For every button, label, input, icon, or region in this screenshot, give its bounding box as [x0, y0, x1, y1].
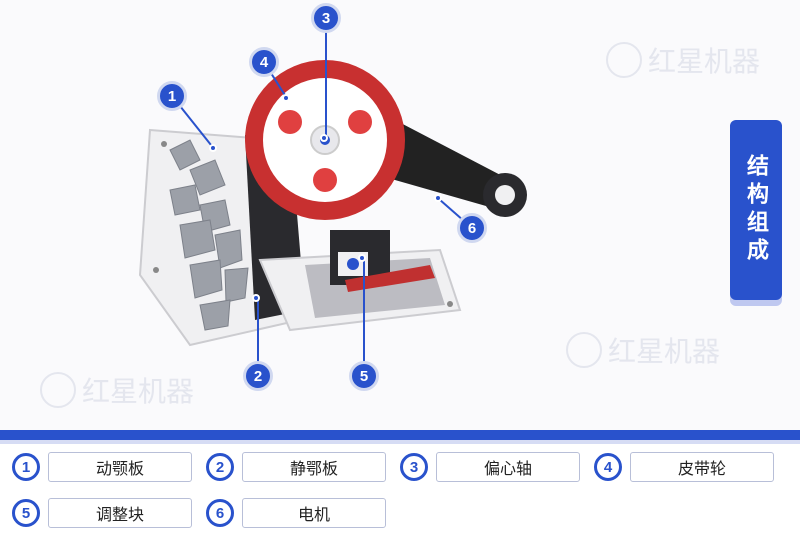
legend-item-6: 6 电机	[206, 496, 386, 530]
callout-number-1: 1	[157, 81, 187, 111]
callout-number-6: 6	[457, 213, 487, 243]
legend-item-1: 1 动颚板	[12, 450, 192, 484]
callout-number-2: 2	[243, 361, 273, 391]
callout-dot	[252, 294, 260, 302]
legend-label: 偏心轴	[436, 452, 580, 482]
watermark-star-icon	[566, 332, 602, 368]
legend-label: 电机	[242, 498, 386, 528]
diagram-area: 红星机器 红星机器	[0, 0, 800, 430]
stripe-navy	[0, 430, 800, 440]
title-box: 结构组成	[730, 120, 782, 300]
watermark-star-icon	[606, 42, 642, 78]
legend-number: 4	[594, 453, 622, 481]
callout-dot	[209, 144, 217, 152]
legend-number: 6	[206, 499, 234, 527]
callout-number-4: 4	[249, 47, 279, 77]
watermark-star-icon	[40, 372, 76, 408]
legend-label: 动颚板	[48, 452, 192, 482]
legend-row: 1 动颚板 2 静鄂板 3 偏心轴 4 皮带轮 5 调整块 6 电机	[0, 444, 800, 536]
callout-number-3: 3	[311, 3, 341, 33]
legend-item-4: 4 皮带轮	[594, 450, 774, 484]
callout-line	[363, 260, 365, 376]
callout-dot	[282, 94, 290, 102]
legend-number: 3	[400, 453, 428, 481]
callout-dot	[434, 194, 442, 202]
legend-label: 皮带轮	[630, 452, 774, 482]
legend-item-2: 2 静鄂板	[206, 450, 386, 484]
callout-line	[325, 18, 327, 140]
watermark: 红星机器	[566, 330, 720, 370]
watermark-text: 红星机器	[648, 40, 760, 80]
title-text: 结构组成	[740, 154, 772, 266]
callout-dot	[320, 134, 328, 142]
legend-bar: 1 动颚板 2 静鄂板 3 偏心轴 4 皮带轮 5 调整块 6 电机	[0, 430, 800, 530]
legend-item-3: 3 偏心轴	[400, 450, 580, 484]
legend-number: 2	[206, 453, 234, 481]
machine-illustration	[130, 20, 570, 380]
watermark-text: 红星机器	[608, 330, 720, 370]
legend-label: 静鄂板	[242, 452, 386, 482]
legend-item-5: 5 调整块	[12, 496, 192, 530]
legend-number: 1	[12, 453, 40, 481]
callout-number-5: 5	[349, 361, 379, 391]
legend-number: 5	[12, 499, 40, 527]
watermark: 红星机器	[606, 40, 760, 80]
callout-dot	[358, 254, 366, 262]
legend-label: 调整块	[48, 498, 192, 528]
